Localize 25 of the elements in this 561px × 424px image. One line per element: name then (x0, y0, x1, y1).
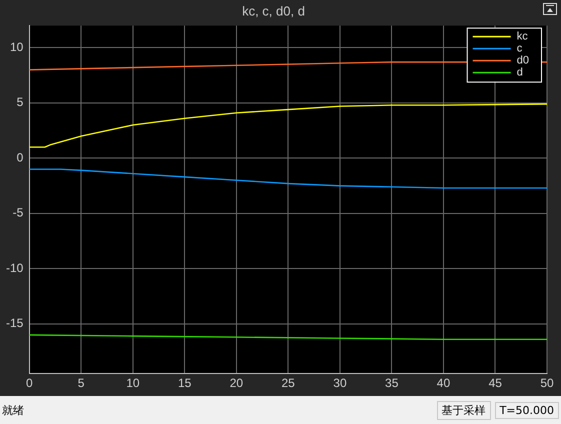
x-tick-label: 45 (488, 376, 502, 390)
text: 就绪 (2, 402, 25, 418)
x-tick-label: 40 (436, 376, 450, 390)
x-tick-label: 20 (230, 376, 244, 390)
x-tick-label: 30 (333, 376, 347, 390)
legend-label: d (516, 66, 523, 79)
y-tick-label: -5 (12, 206, 24, 220)
x-tick-label: 25 (281, 376, 296, 390)
legend-label: d0 (516, 54, 530, 67)
x-tick-label: 5 (78, 376, 85, 390)
x-tick-label: 50 (540, 376, 554, 390)
text: 基于采样 (436, 400, 491, 420)
text: T=50.000 (494, 402, 559, 418)
y-tick-label: 5 (16, 95, 24, 110)
x-tick-label: 15 (178, 376, 192, 390)
y-tick-label: 10 (10, 40, 24, 54)
x-tick-label: 0 (26, 376, 33, 390)
y-tick-label: -15 (6, 316, 24, 330)
chart-title: kc, c, d0, d (242, 3, 305, 18)
y-tick-label: -10 (6, 260, 24, 275)
legend-label: kc (516, 30, 528, 43)
y-tick-label: 0 (16, 150, 24, 164)
x-tick-label: 10 (126, 376, 140, 390)
x-tick-label: 35 (385, 376, 399, 390)
legend-label: c (516, 42, 523, 55)
